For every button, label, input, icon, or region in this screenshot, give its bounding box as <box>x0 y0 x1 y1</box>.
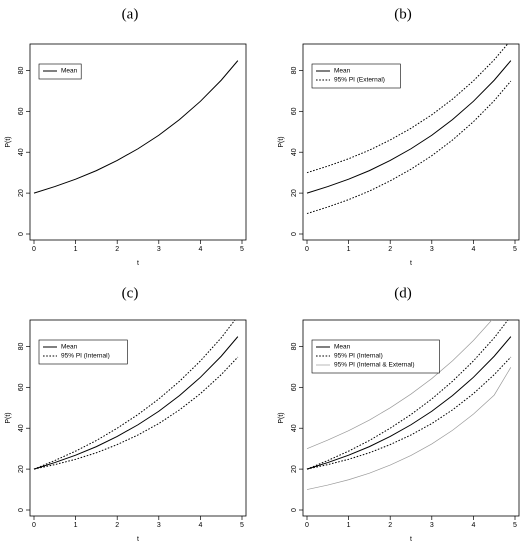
x-tick-label: 4 <box>471 522 475 529</box>
y-tick-label: 80 <box>18 66 25 74</box>
y-tick-label: 0 <box>291 232 298 236</box>
series-line <box>33 336 239 470</box>
legend-label: Mean <box>334 344 351 351</box>
chart-panel: (c) 0 1 2 3 4 5 0 20 40 60 80 t P(t) Mean 95% PI (Inter… <box>5 285 247 543</box>
x-tick-label: 2 <box>388 246 392 253</box>
legend-label: Mean <box>334 68 351 75</box>
x-tick-label: 0 <box>305 246 309 253</box>
y-tick-label: 40 <box>18 148 25 156</box>
series-line <box>33 320 236 470</box>
y-tick-label: 40 <box>291 424 298 432</box>
x-tick-label: 2 <box>115 522 119 529</box>
y-tick-label: 20 <box>291 465 298 473</box>
y-axis-title: P(t) <box>278 136 285 147</box>
y-tick-label: 0 <box>18 232 25 236</box>
y-tick-label: 60 <box>18 383 25 391</box>
x-axis-title: t <box>137 536 139 543</box>
y-tick-label: 0 <box>291 508 298 512</box>
series-line <box>306 356 512 470</box>
legend-box <box>38 63 82 80</box>
panel-label: (d) <box>394 285 412 301</box>
y-tick-label: 20 <box>291 189 298 197</box>
series-line <box>306 44 509 174</box>
x-tick-label: 4 <box>198 522 202 529</box>
x-axis-title: t <box>137 260 139 267</box>
x-tick-label: 1 <box>74 522 78 529</box>
y-tick-label: 20 <box>18 465 25 473</box>
series-line <box>306 336 512 470</box>
y-tick-label: 60 <box>291 107 298 115</box>
series-line <box>306 320 509 470</box>
y-tick-label: 80 <box>18 342 25 350</box>
x-tick-label: 4 <box>471 246 475 253</box>
plot-frame <box>29 43 247 241</box>
legend-box <box>311 339 440 374</box>
y-tick-label: 0 <box>18 508 25 512</box>
x-tick-label: 3 <box>430 246 434 253</box>
y-tick-label: 60 <box>18 107 25 115</box>
y-axis-title: P(t) <box>5 412 12 423</box>
y-tick-label: 80 <box>291 66 298 74</box>
legend-label: 95% PI (Internal & External) <box>334 362 415 369</box>
y-tick-label: 40 <box>291 148 298 156</box>
y-axis-title: P(t) <box>5 136 12 147</box>
series-line <box>306 320 493 449</box>
plot-frame <box>302 319 520 517</box>
legend-label: Mean <box>61 68 78 75</box>
x-tick-label: 5 <box>513 522 517 529</box>
x-tick-label: 2 <box>388 522 392 529</box>
plot-frame <box>302 43 520 241</box>
x-tick-label: 5 <box>513 246 517 253</box>
x-tick-label: 0 <box>32 246 36 253</box>
x-tick-label: 5 <box>240 522 244 529</box>
x-tick-label: 2 <box>115 246 119 253</box>
x-tick-label: 1 <box>74 246 78 253</box>
chart-panel: (d) 0 1 2 3 4 5 0 20 40 60 80 t P(t) Mean 95% PI (Inter… <box>278 285 520 543</box>
y-axis-title: P(t) <box>278 412 285 423</box>
x-tick-label: 5 <box>240 246 244 253</box>
x-tick-label: 1 <box>347 246 351 253</box>
x-axis-title: t <box>410 260 412 267</box>
x-tick-label: 3 <box>157 246 161 253</box>
legend-label: 95% PI (Internal) <box>61 353 110 360</box>
y-tick-label: 80 <box>291 342 298 350</box>
y-tick-label: 60 <box>291 383 298 391</box>
plot-frame <box>29 319 247 517</box>
chart-panel: (a) 0 1 2 3 4 5 0 20 40 60 80 t P(t) Mean <box>5 6 247 267</box>
legend-label: 95% PI (External) <box>334 77 385 84</box>
y-tick-label: 20 <box>18 189 25 197</box>
x-tick-label: 3 <box>157 522 161 529</box>
panel-label: (c) <box>122 285 139 301</box>
series-line <box>33 60 239 194</box>
y-tick-label: 40 <box>18 424 25 432</box>
series-line <box>33 356 239 470</box>
x-tick-label: 0 <box>305 522 309 529</box>
legend-label: 95% PI (Internal) <box>334 353 383 360</box>
x-tick-label: 3 <box>430 522 434 529</box>
x-tick-label: 0 <box>32 522 36 529</box>
chart-panel: (b) 0 1 2 3 4 5 0 20 40 60 80 t P(t) Mean 95% PI (Exter… <box>278 6 520 267</box>
x-tick-label: 4 <box>198 246 202 253</box>
series-line <box>306 60 512 194</box>
x-tick-label: 1 <box>347 522 351 529</box>
x-axis-title: t <box>410 536 412 543</box>
legend-box <box>311 63 401 89</box>
panel-label: (a) <box>122 6 139 22</box>
panel-label: (b) <box>394 6 412 22</box>
legend-box <box>38 339 128 365</box>
series-line <box>306 367 512 490</box>
series-line <box>306 80 512 215</box>
legend-label: Mean <box>61 344 78 351</box>
